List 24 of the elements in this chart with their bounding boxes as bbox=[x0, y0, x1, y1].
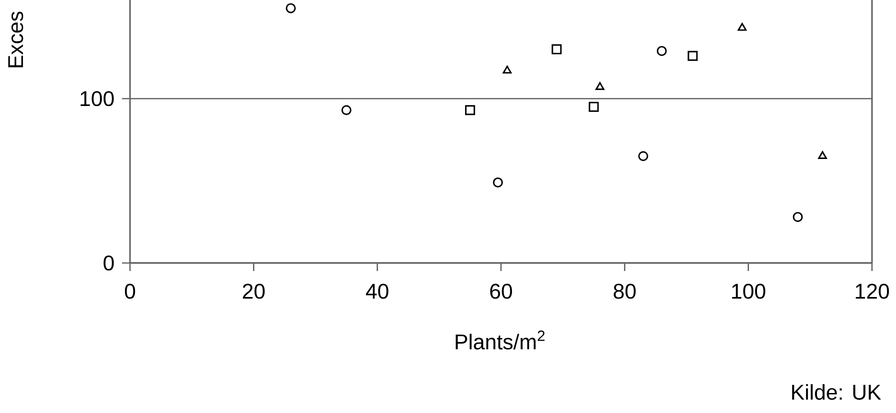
point bbox=[341, 105, 352, 116]
y-axis-title: Exces bbox=[8, 12, 24, 68]
point bbox=[596, 82, 604, 90]
point bbox=[465, 105, 476, 116]
x-tick-label: 20 bbox=[242, 284, 265, 299]
point bbox=[638, 151, 648, 162]
x-tick-label: 80 bbox=[614, 284, 636, 299]
x-tick-label: 0 bbox=[124, 284, 136, 299]
point bbox=[818, 151, 827, 160]
point bbox=[792, 212, 803, 222]
point bbox=[588, 102, 599, 112]
point bbox=[286, 3, 296, 14]
point bbox=[656, 46, 667, 56]
x-tick-label: 100 bbox=[732, 284, 766, 299]
point bbox=[492, 177, 503, 188]
point bbox=[502, 66, 512, 74]
x-axis-title: Plants/m$^{2}$ bbox=[456, 330, 545, 350]
text: Kilde: UK bbox=[792, 384, 882, 400]
x-tick-label: 120 bbox=[856, 284, 889, 299]
point bbox=[552, 44, 562, 54]
x-tick-label: 60 bbox=[490, 284, 512, 299]
point bbox=[738, 22, 747, 31]
x-tick-label: 40 bbox=[366, 284, 388, 299]
point bbox=[688, 50, 698, 61]
